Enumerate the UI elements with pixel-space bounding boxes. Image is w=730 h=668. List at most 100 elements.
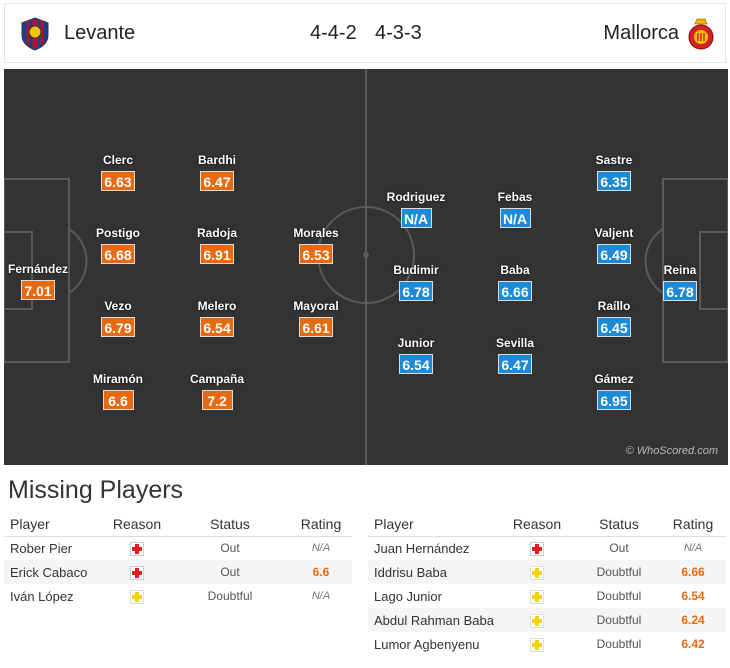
player-card-away[interactable]: Junior 6.54 [371,336,461,375]
col-reason: Reason [104,512,170,537]
table-row: Abdul Rahman Baba Doubtful 6.24 [368,608,726,632]
player-rating: 6.54 [399,354,433,374]
player-card-away[interactable]: Sastre 6.35 [569,153,659,192]
player-name: Fernández [7,262,68,276]
player-name: Junior [397,336,435,350]
player-name: Clerc [102,153,134,167]
player-card-away[interactable]: Valjent 6.49 [569,226,659,265]
player-name: Bardhi [197,153,236,167]
player-name[interactable]: Lumor Agbenyenu [374,636,480,652]
player-name: Reina [663,263,697,277]
player-name[interactable]: Erick Cabaco [4,560,104,584]
player-name: Sevilla [495,336,535,350]
player-card-away[interactable]: Budimir 6.78 [371,263,461,302]
doubtful-icon [130,589,144,604]
player-name: Rodriguez [386,190,446,204]
player-name: Budimir [393,263,439,277]
col-rating: Rating [290,512,352,537]
player-card-away[interactable]: Raíllo 6.45 [569,299,659,338]
rating-cell: 6.66 [660,560,726,584]
reason-cell [496,536,578,560]
away-team-name[interactable]: Mallorca [603,22,679,44]
player-card-away[interactable]: Sevilla 6.47 [470,336,560,375]
player-name[interactable]: Rober Pier [10,540,73,556]
status-cell: Out [609,541,629,556]
rating-cell: 6.24 [660,608,726,632]
player-name[interactable]: Iddrisu Baba [368,560,496,584]
table-row: Rober Pier Out N/A [4,536,352,560]
table-row: Juan Hernández Out N/A [368,536,726,560]
player-name: Sastre [595,153,633,167]
player-name: Miramón [92,372,143,386]
table-row: Erick Cabaco Out 6.6 [4,560,352,584]
player-name[interactable]: Iván López [10,588,74,604]
injury-icon [130,542,144,557]
player-rating: 6.78 [399,281,433,301]
away-missing-table: Player Reason Status Rating Juan Hernánd… [368,512,726,656]
reason-cell [496,632,578,656]
mallorca-badge-icon [688,18,714,50]
player-rating: 6.35 [597,171,631,191]
player-name: Valjent [594,226,634,240]
player-rating: 6.79 [101,317,135,337]
player-rating: 6.6 [102,390,134,410]
player-card-home[interactable]: Miramón 6.6 [73,372,163,411]
player-rating: 6.91 [200,244,234,264]
player-rating: 6.61 [299,317,333,337]
missing-players-title: Missing Players [8,476,184,504]
player-card-home[interactable]: Vezo 6.79 [73,299,163,338]
player-rating: 6.54 [200,317,234,337]
doubtful-icon [530,589,544,604]
reason-cell [104,584,170,608]
player-card-home[interactable]: Mayoral 6.61 [271,299,361,338]
player-name: Campaña [189,372,245,386]
player-card-home[interactable]: Campaña 7.2 [172,372,262,411]
reason-cell [496,608,578,632]
injury-icon [530,542,544,557]
player-rating: 6.78 [663,281,697,301]
player-card-home[interactable]: Melero 6.54 [172,299,262,338]
rating-cell: N/A [311,590,331,602]
reason-cell [496,584,578,608]
rating-cell: 6.6 [290,560,352,584]
player-card-home[interactable]: Morales 6.53 [271,226,361,265]
player-name[interactable]: Lago Junior [374,588,442,604]
player-rating: 6.95 [597,390,631,410]
col-rating: Rating [660,512,726,537]
pitch-markings [4,69,728,465]
player-card-away[interactable]: Rodriguez N/A [371,190,461,229]
col-reason: Reason [496,512,578,537]
player-card-home[interactable]: Bardhi 6.47 [172,153,262,192]
player-card-away[interactable]: Febas N/A [470,190,560,229]
player-rating: 6.45 [597,317,631,337]
player-card-home[interactable]: Radoja 6.91 [172,226,262,265]
player-card-home[interactable]: Clerc 6.63 [73,153,163,192]
levante-badge-icon [21,17,49,51]
player-card-home[interactable]: Postigo 6.68 [73,226,163,265]
rating-cell: N/A [311,542,331,555]
player-rating: N/A [400,208,432,228]
status-cell: Doubtful [596,589,642,603]
player-card-away[interactable]: Baba 6.66 [470,263,560,302]
col-status: Status [170,512,290,537]
player-rating: 6.68 [101,244,135,264]
home-team-name[interactable]: Levante [64,22,136,44]
player-card-away[interactable]: Gámez 6.95 [569,372,659,411]
player-name[interactable]: Abdul Rahman Baba [368,608,496,632]
pitch: Fernández 7.01 Clerc 6.63 Postigo 6.68 V… [4,69,728,465]
player-rating: 6.49 [597,244,631,264]
player-name: Radoja [196,226,237,240]
player-name: Gámez [594,372,634,386]
table-row: Lago Junior Doubtful 6.54 [368,584,726,608]
player-name: Baba [500,263,530,277]
player-name[interactable]: Juan Hernández [374,540,470,556]
match-header: Levante 4-4-2 4-3-3 Mallorca [4,3,726,63]
player-name: Mayoral [293,299,339,313]
rating-cell: 6.42 [681,637,705,651]
player-card-away[interactable]: Reina 6.78 [635,263,725,302]
player-card-home[interactable]: Fernández 7.01 [4,262,83,301]
watermark: © WhoScored.com [625,445,718,457]
home-missing-table: Player Reason Status Rating Rober Pier O… [4,512,352,608]
status-cell: Doubtful [207,589,253,603]
status-cell: Doubtful [578,560,660,584]
